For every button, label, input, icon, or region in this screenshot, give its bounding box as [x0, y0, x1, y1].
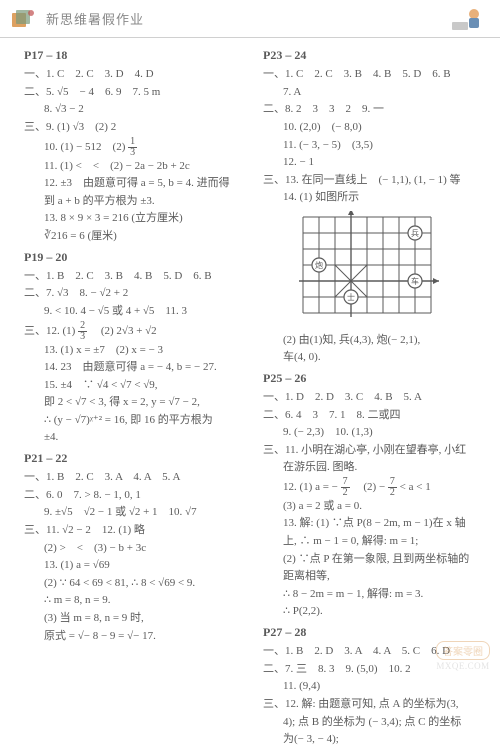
answer-line: 一、1. D 2. D 3. C 4. B 5. A — [263, 389, 486, 407]
answer-line: 7. A — [263, 84, 486, 102]
answer-line: 距离相等, — [263, 568, 486, 586]
answer-line: (2) 由(1)知, 兵(4,3), 炮(− 2,1), — [263, 332, 486, 350]
fraction: 7 2 — [388, 477, 397, 498]
answer-line: 三、12. 解: 由题意可知, 点 A 的坐标为(3, — [263, 696, 486, 714]
answer-line: (3) 当 m = 8, n = 9 时, — [24, 610, 247, 628]
watermark-badge: 答案零圈 — [436, 641, 490, 660]
answer-line: 三、9. (1) √3 (2) 2 — [24, 119, 247, 137]
answer-line: 到 a + b 的平方根为 ±3. — [24, 193, 247, 211]
answer-line: 一、1. B 2. C 3. A 4. A 5. A — [24, 469, 247, 487]
answer-line: 13. (1) a = √69 — [24, 557, 247, 575]
answer-line: 一、1. C 2. C 3. B 4. B 5. D 6. B — [263, 66, 486, 84]
section-heading: P21 – 22 — [24, 449, 247, 468]
section-heading: P27 – 28 — [263, 623, 486, 642]
fraction-den: 2 — [341, 488, 350, 498]
answer-line: 10. (2,0) (− 8,0) — [263, 119, 486, 137]
answer-line: ∴ (y − √7)ᵡ⁺² = 16, 即 16 的平方根为 — [24, 412, 247, 430]
answer-line: 14. (1) 如图所示 — [263, 189, 486, 207]
fraction-den: 2 — [388, 488, 397, 498]
answer-line: 8. √3 − 2 — [24, 101, 247, 119]
answer-line: 9. (− 2,3) 10. (1,3) — [263, 424, 486, 442]
text-run: (2) − — [352, 481, 388, 493]
text-run: (2) 2√3 + √2 — [90, 325, 157, 337]
answer-line: 14. 23 由题意可得 a = − 4, b = − 27. — [24, 359, 247, 377]
answer-line: ±4. — [24, 429, 247, 447]
text-run: 12. (1) a = − — [283, 481, 341, 493]
answer-line: 11. (1) < < (2) − 2a − 2b + 2c — [24, 158, 247, 176]
answer-line: 即 2 < √7 < 3, 得 x = 2, y = √7 − 2, — [24, 394, 247, 412]
header-title: 新思维暑假作业 — [46, 9, 144, 28]
fraction: 1 3 — [128, 137, 137, 158]
watermark-url: MXQE.COM — [436, 661, 489, 671]
answer-line: 车(4, 0). — [263, 349, 486, 367]
answer-line: 原式 = √− 8 − 9 = √− 17. — [24, 628, 247, 646]
answer-line: 二、6. 4 3 7. 1 8. 二或四 — [263, 407, 486, 425]
fraction-den: 3 — [128, 148, 137, 158]
answer-line: 13. 8 × 9 × 3 = 216 (立方厘米) — [24, 210, 247, 228]
fraction: 2 3 — [78, 321, 87, 342]
section-heading: P25 – 26 — [263, 369, 486, 388]
answer-line: (2) ∵ 64 < 69 < 81, ∴ 8 < √69 < 9. — [24, 575, 247, 593]
answer-line: 10. (1) − 512 (2) 1 3 — [24, 137, 247, 158]
answer-line: 二、5. √5 − 4 6. 9 7. 5 m — [24, 84, 247, 102]
answer-line: 一、1. C 2. C 3. D 4. D — [24, 66, 247, 84]
answer-line: 12. − 1 — [263, 154, 486, 172]
svg-text:士: 士 — [347, 292, 355, 302]
answer-line: 三、13. 在同一直线上 (− 1,1), (1, − 1) 等 — [263, 172, 486, 190]
text-run: 10. (1) − 512 (2) — [44, 141, 128, 153]
answer-line: (3) a = 2 或 a = 0. — [263, 498, 486, 516]
answer-line: ∴ P(2,2). — [263, 603, 486, 621]
answer-line: 13. (1) x = ±7 (2) x = − 3 — [24, 342, 247, 360]
answer-line: 4); 点 B 的坐标为 (− 3,4); 点 C 的坐标 — [263, 714, 486, 732]
page-header: 新思维暑假作业 — [0, 0, 500, 38]
section-heading: P23 – 24 — [263, 46, 486, 65]
svg-text:车: 车 — [411, 276, 419, 286]
section-heading: P17 – 18 — [24, 46, 247, 65]
svg-text:炮: 炮 — [315, 260, 323, 270]
answer-line: 二、6. 0 7. > 8. − 1, 0, 1 — [24, 487, 247, 505]
fraction-num: 1 — [128, 137, 137, 148]
svg-text:兵: 兵 — [411, 228, 419, 238]
answer-line: ∴ m = 8, n = 9. — [24, 592, 247, 610]
watermark: 答案零圈 MXQE.COM — [436, 641, 490, 671]
answer-line: 二、7. √3 8. − √2 + 2 — [24, 285, 247, 303]
answer-line: (2) ∵点 P 在第一象限, 且到两坐标轴的 — [263, 551, 486, 569]
answer-line: 12. (1) a = − 7 2 (2) − 7 2 < a < 1 — [263, 477, 486, 498]
answer-line: 三、11. √2 − 2 12. (1) 略 — [24, 522, 247, 540]
text-run: 三、12. (1) — [24, 325, 78, 337]
answer-line: 9. ±√5 √2 − 1 或 √2 + 1 10. √7 — [24, 504, 247, 522]
answer-line: 15. ±4 ∵ √4 < √7 < √9, — [24, 377, 247, 395]
answer-line: (2) > < (3) − b + 3c — [24, 540, 247, 558]
answer-line: 上, ∴ m − 1 = 0, 解得: m = 1; — [263, 533, 486, 551]
text-run: < a < 1 — [400, 481, 431, 493]
content-columns: P17 – 18 一、1. C 2. C 3. D 4. D 二、5. √5 −… — [0, 38, 500, 749]
answer-line: 13. 解: (1) ∵点 P(8 − 2m, m − 1)在 x 轴 — [263, 515, 486, 533]
answer-line: 三、12. (1) 2 3 (2) 2√3 + √2 — [24, 321, 247, 342]
answer-line: 三、11. 小明在湖心亭, 小刚在望春亭, 小红 — [263, 442, 486, 460]
answer-line: 一、1. B 2. C 3. B 4. B 5. D 6. B — [24, 268, 247, 286]
answer-line: 二、8. 2 3 3 2 9. 一 — [263, 101, 486, 119]
child-icon — [448, 4, 488, 34]
answer-line: 在游乐园. 图略. — [263, 459, 486, 477]
book-icon — [10, 7, 38, 31]
answer-line: 为(− 3, − 4); — [263, 731, 486, 749]
left-column: P17 – 18 一、1. C 2. C 3. D 4. D 二、5. √5 −… — [24, 44, 255, 749]
answer-line: ∛216 = 6 (厘米) — [24, 228, 247, 246]
fraction: 7 2 — [341, 477, 350, 498]
fraction-den: 3 — [78, 332, 87, 342]
answer-line: 11. (9,4) — [263, 678, 486, 696]
answer-line: ∴ 8 − 2m = m − 1, 解得: m = 3. — [263, 586, 486, 604]
chess-grid-figure: 兵炮士 车 — [293, 211, 486, 328]
fraction-num: 2 — [78, 321, 87, 332]
answer-line: 9. < 10. 4 − √5 或 4 + √5 11. 3 — [24, 303, 247, 321]
answer-line: 12. ±3 由题意可得 a = 5, b = 4. 进而得 — [24, 175, 247, 193]
section-heading: P19 – 20 — [24, 248, 247, 267]
answer-line: 11. (− 3, − 5) (3,5) — [263, 137, 486, 155]
